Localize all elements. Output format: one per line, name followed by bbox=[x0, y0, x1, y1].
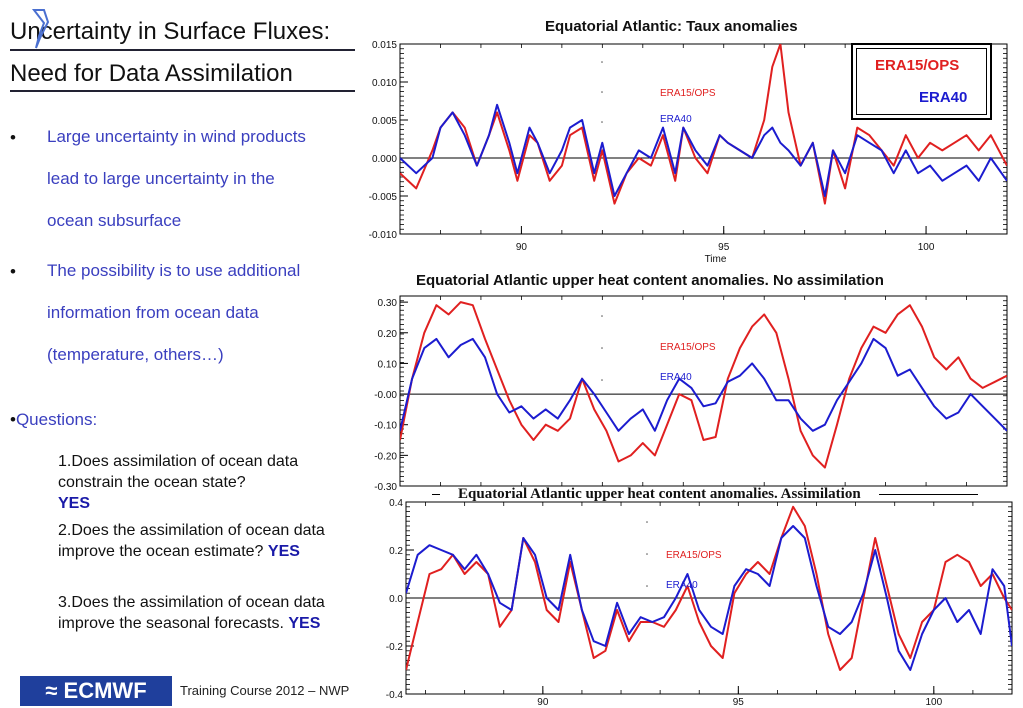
chart-3-title: Equatorial Atlantic upper heat content a… bbox=[440, 486, 879, 503]
chart-1-title: Equatorial Atlantic: Taux anomalies bbox=[545, 18, 798, 35]
x-axis-label: Time bbox=[705, 254, 727, 265]
y-tick-label: 0.30 bbox=[378, 298, 398, 309]
title-underline-2 bbox=[10, 90, 355, 92]
y-tick-label: 0.010 bbox=[372, 78, 397, 89]
y-tick-label: -0.010 bbox=[369, 230, 398, 241]
marker-dot bbox=[601, 347, 603, 349]
logo-wave-icon: ≈ bbox=[45, 678, 58, 703]
question-1-text: 1.Does assimilation of ocean data constr… bbox=[58, 453, 299, 491]
bullet-glyph: • bbox=[10, 410, 16, 429]
bullet-2-line-1: The possibility is to use additional bbox=[47, 261, 301, 280]
question-2-text: 2.Does the assimilation of ocean data im… bbox=[58, 522, 325, 560]
y-tick-label: -0.00 bbox=[374, 390, 397, 401]
series-line-era15 bbox=[406, 505, 1012, 671]
question-3: 3.Does the assimilation of ocean data im… bbox=[58, 592, 358, 634]
chart-heat-content-assimilation: -0.4 -0.2 0.0 0.2 0.4 90 95 100 ERA15/OPS ERA40 bbox=[386, 498, 1013, 708]
y-tick-label: -0.005 bbox=[369, 192, 398, 203]
logo-text: ECMWF bbox=[63, 678, 147, 703]
inline-series-label: ERA15/OPS bbox=[660, 342, 716, 353]
inline-series-label: ERA15/OPS bbox=[660, 88, 716, 99]
y-tick-label: -0.4 bbox=[386, 690, 404, 701]
inline-series-label: ERA40 bbox=[660, 372, 692, 383]
title-underline-1 bbox=[10, 49, 355, 51]
y-tick-label: 0.015 bbox=[372, 40, 397, 51]
series-line-era40 bbox=[400, 337, 1007, 432]
y-tick-label: -0.30 bbox=[374, 482, 397, 490]
y-tick-label: 0.4 bbox=[389, 498, 403, 509]
questions-label: Questions: bbox=[15, 410, 98, 429]
legend-entry-era15: ERA15/OPS bbox=[875, 57, 960, 74]
series-line-era15 bbox=[400, 301, 1007, 469]
x-tick-label: 100 bbox=[925, 697, 942, 708]
question-2-answer: YES bbox=[267, 543, 300, 560]
chart-heat-content-no-assimilation: -0.30 -0.20 -0.10 -0.00 0.10 0.20 0.30 ERA15/OP… bbox=[374, 295, 1008, 490]
marker-dot bbox=[646, 585, 648, 587]
footer-text: Training Course 2012 – NWP bbox=[180, 683, 350, 698]
bullet-2-line-3: (temperature, others…) bbox=[47, 345, 224, 364]
marker-dot bbox=[646, 521, 648, 523]
chart-taux-anomalies: -0.010 -0.005 0.000 0.005 0.010 0.015 90 95 100 T… bbox=[369, 40, 1008, 265]
y-tick-label: -0.10 bbox=[374, 421, 397, 432]
question-1-answer: YES bbox=[58, 495, 91, 512]
x-tick-label: 90 bbox=[516, 242, 528, 253]
question-3-text: 3.Does the assimilation of ocean data im… bbox=[58, 594, 325, 632]
questions-heading: •Questions: bbox=[10, 410, 97, 430]
inline-series-label: ERA40 bbox=[666, 580, 698, 591]
series-line-era40 bbox=[406, 525, 1012, 671]
y-tick-label: 0.005 bbox=[372, 116, 397, 127]
y-tick-label: 0.2 bbox=[389, 546, 403, 557]
x-tick-label: 100 bbox=[918, 242, 935, 253]
marker-dot bbox=[601, 91, 603, 93]
x-tick-label: 95 bbox=[718, 242, 730, 253]
marker-dot bbox=[601, 61, 603, 63]
y-tick-label: 0.20 bbox=[378, 329, 398, 340]
series-line-era40 bbox=[400, 103, 1007, 197]
y-tick-label: 0.10 bbox=[378, 359, 398, 370]
marker-dot bbox=[601, 379, 603, 381]
question-1: 1.Does assimilation of ocean data constr… bbox=[58, 451, 358, 514]
page-title: Uncertainty in Surface Fluxes: bbox=[10, 18, 331, 45]
bullet-2-line-2: information from ocean data bbox=[47, 303, 259, 322]
chart-2-title: Equatorial Atlantic upper heat content a… bbox=[416, 272, 884, 289]
arrow-logo-icon bbox=[31, 9, 50, 49]
y-tick-label: 0.000 bbox=[372, 154, 397, 165]
y-tick-label: 0.0 bbox=[389, 594, 403, 605]
y-tick-label: -0.20 bbox=[374, 451, 397, 462]
marker-dot bbox=[646, 553, 648, 555]
series-line-era15 bbox=[400, 44, 1007, 205]
legend-box-inner bbox=[856, 48, 987, 115]
x-tick-label: 90 bbox=[537, 697, 549, 708]
legend-box: ERA15/OPS ERA40 bbox=[851, 43, 992, 120]
marker-dot bbox=[601, 315, 603, 317]
page-subtitle: Need for Data Assimilation bbox=[10, 60, 293, 87]
bullet-1-line-2: lead to large uncertainty in the bbox=[47, 169, 275, 188]
x-tick-label: 95 bbox=[733, 697, 745, 708]
question-3-answer: YES bbox=[288, 615, 321, 632]
legend-entry-era40: ERA40 bbox=[919, 89, 968, 106]
bullet-1-line-3: ocean subsurface bbox=[47, 211, 182, 230]
plot-frame bbox=[399, 295, 1008, 487]
y-tick-label: -0.2 bbox=[386, 642, 404, 653]
bullet-1-line-1: Large uncertainty in wind products bbox=[47, 127, 306, 146]
inline-series-label: ERA40 bbox=[660, 114, 692, 125]
question-2: 2.Does the assimilation of ocean data im… bbox=[58, 520, 358, 562]
ecmwf-logo: ≈ ECMWF bbox=[20, 676, 172, 706]
inline-series-label: ERA15/OPS bbox=[666, 550, 722, 561]
bullet-glyph: • bbox=[10, 128, 16, 147]
marker-dot bbox=[601, 121, 603, 123]
bullet-glyph: • bbox=[10, 262, 16, 281]
